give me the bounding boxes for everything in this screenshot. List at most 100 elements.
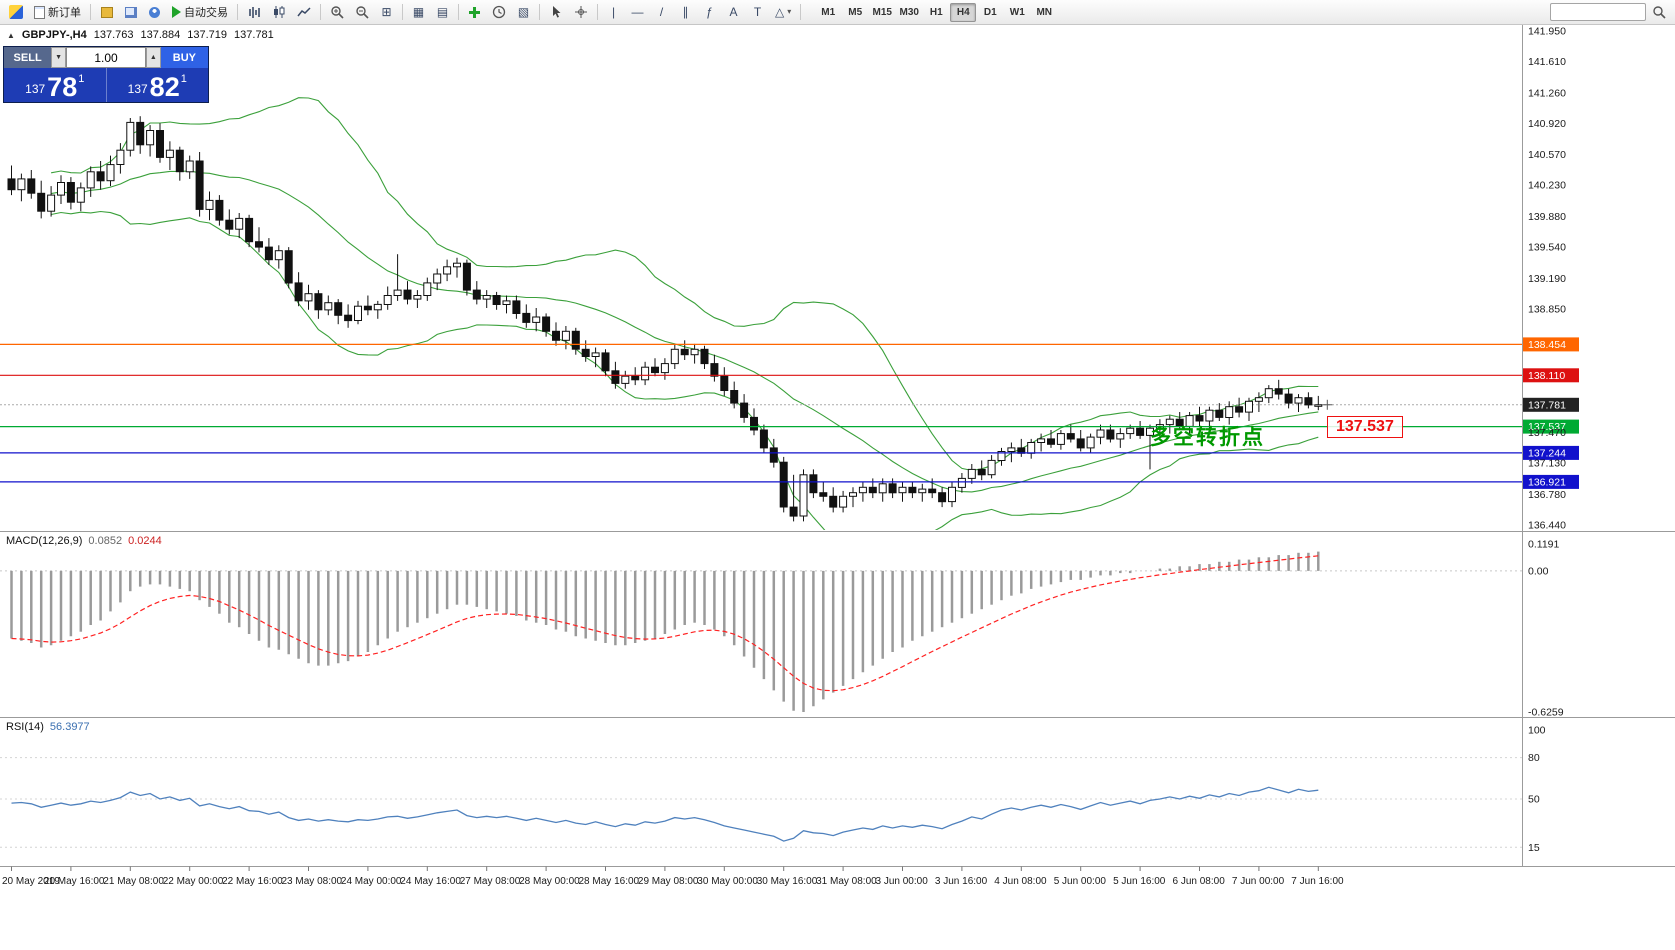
auto-trading-button[interactable]: 自动交易 xyxy=(167,2,233,23)
timeframe-m30-button[interactable]: M30 xyxy=(896,3,922,22)
symbol-name: GBPJPY-,H4 xyxy=(21,29,87,41)
timeframe-w1-button[interactable]: W1 xyxy=(1004,3,1030,22)
svg-text:139.880: 139.880 xyxy=(1528,211,1566,223)
fibonacci-button[interactable]: ƒ xyxy=(698,2,721,23)
volume-input[interactable] xyxy=(66,47,146,68)
macd-axis[interactable]: 0.1191 0.00 -0.6259 xyxy=(1528,539,1564,719)
app-icon xyxy=(9,5,23,19)
sell-quote[interactable]: 137 78 1 xyxy=(4,68,106,102)
vertical-line-icon: | xyxy=(611,5,616,19)
profile-icon xyxy=(149,6,160,18)
volume-increase-button[interactable]: ▲ xyxy=(146,47,161,68)
rsi-axis[interactable]: 100 80 50 15 xyxy=(1528,725,1546,854)
low-value: 137.719 xyxy=(187,29,228,41)
search-button[interactable] xyxy=(1647,2,1671,23)
new-order-button[interactable]: 新订单 xyxy=(29,2,86,23)
svg-text:30 May 00:00: 30 May 00:00 xyxy=(697,876,758,887)
toolbar-separator xyxy=(237,4,238,20)
candlestick-chart-button[interactable] xyxy=(267,2,291,23)
svg-text:137.537: 137.537 xyxy=(1528,421,1566,433)
svg-text:6 Jun 08:00: 6 Jun 08:00 xyxy=(1173,876,1226,887)
svg-text:0.00: 0.00 xyxy=(1528,565,1549,577)
zoom-out-button[interactable] xyxy=(350,2,374,23)
crosshair-button[interactable] xyxy=(569,2,593,23)
shapes-icon: △ xyxy=(775,5,785,19)
search-icon xyxy=(1653,6,1666,19)
horizontal-line-button[interactable]: — xyxy=(626,2,649,23)
quote-divider xyxy=(105,68,107,102)
svg-text:139.540: 139.540 xyxy=(1528,242,1566,254)
text-button[interactable]: A xyxy=(722,2,745,23)
line-chart-button[interactable] xyxy=(292,2,316,23)
market-button[interactable] xyxy=(95,2,118,23)
indicators-button[interactable] xyxy=(463,2,486,23)
trendline-button[interactable]: / xyxy=(650,2,673,23)
buy-price-pip: 1 xyxy=(180,73,187,85)
timeframe-h4-button[interactable]: H4 xyxy=(950,2,977,22)
sell-button[interactable]: SELL xyxy=(4,47,52,68)
play-icon xyxy=(172,6,181,18)
close-value: 137.781 xyxy=(234,29,274,41)
toolbar-separator xyxy=(402,4,403,20)
cursor-button[interactable] xyxy=(544,2,568,23)
shapes-button[interactable]: △ ▾ xyxy=(770,2,796,23)
symbol-ohlc-line: ▲ GBPJPY-,H4 137.763 137.884 137.719 137… xyxy=(7,29,274,41)
svg-text:28 May 00:00: 28 May 00:00 xyxy=(519,876,580,887)
zoom-in-icon xyxy=(331,6,344,19)
timeframe-m15-button[interactable]: M15 xyxy=(869,3,895,22)
vertical-line-button[interactable]: | xyxy=(602,2,625,23)
buy-button[interactable]: BUY xyxy=(160,47,208,68)
svg-text:5 Jun 16:00: 5 Jun 16:00 xyxy=(1113,876,1166,887)
svg-text:3 Jun 16:00: 3 Jun 16:00 xyxy=(935,876,988,887)
grid-button[interactable]: ⊞ xyxy=(375,2,398,23)
svg-text:4 Jun 08:00: 4 Jun 08:00 xyxy=(994,876,1047,887)
timeframe-h1-button[interactable]: H1 xyxy=(923,3,949,22)
clock-icon xyxy=(492,5,506,19)
pane-separators[interactable] xyxy=(0,25,1675,867)
buy-quote[interactable]: 137 82 1 xyxy=(107,68,209,102)
timeframe-mn-button[interactable]: MN xyxy=(1031,3,1057,22)
svg-text:138.850: 138.850 xyxy=(1528,303,1566,315)
data-window-icon xyxy=(124,6,137,18)
price-axis[interactable]: 141.950 141.610 141.260 140.920 140.570 140.2… xyxy=(1528,26,1566,532)
svg-text:28 May 16:00: 28 May 16:00 xyxy=(579,876,640,887)
toolbar-separator xyxy=(90,4,91,20)
indicators-plus-icon xyxy=(469,6,480,18)
horizontal-lines[interactable]: 138.454 138.110 137.537 137.244 136.921 137.7… xyxy=(0,337,1579,489)
macd-name: MACD(12,26,9) xyxy=(6,535,83,547)
svg-text:50: 50 xyxy=(1528,794,1540,806)
svg-text:141.610: 141.610 xyxy=(1528,56,1566,68)
timeframe-d1-button[interactable]: D1 xyxy=(977,3,1003,22)
text-label-button[interactable]: T xyxy=(746,2,769,23)
data-window-button[interactable] xyxy=(119,2,142,23)
volume-decrease-button[interactable]: ▼ xyxy=(51,47,66,68)
price-callout[interactable]: 137.537 xyxy=(1327,416,1403,438)
sell-price-prefix: 137 xyxy=(25,82,46,96)
toolbar-separator xyxy=(800,4,802,20)
svg-text:24 May 00:00: 24 May 00:00 xyxy=(341,876,402,887)
channel-button[interactable]: ∥ xyxy=(674,2,697,23)
timeframe-m5-button[interactable]: M5 xyxy=(842,3,868,22)
community-button[interactable] xyxy=(143,2,166,23)
tile-windows-button[interactable]: ▦ xyxy=(407,2,430,23)
buy-price-main: 82 xyxy=(149,72,180,103)
candles xyxy=(7,116,1323,522)
bar-chart-icon xyxy=(249,7,260,18)
svg-text:29 May 08:00: 29 May 08:00 xyxy=(638,876,699,887)
svg-text:137.781: 137.781 xyxy=(1528,399,1566,411)
svg-text:-0.6259: -0.6259 xyxy=(1528,707,1564,719)
bar-chart-button[interactable] xyxy=(242,2,266,23)
text-label-icon: T xyxy=(753,5,762,19)
svg-text:140.230: 140.230 xyxy=(1528,180,1566,192)
search-input[interactable] xyxy=(1550,3,1646,21)
templates-button[interactable]: ▧ xyxy=(512,2,535,23)
collapse-panel-icon[interactable]: ▲ xyxy=(7,30,15,40)
zoom-in-button[interactable] xyxy=(325,2,349,23)
app-menu-button[interactable] xyxy=(4,2,28,23)
annotation-text: 多空转折点 xyxy=(1150,426,1265,449)
periods-button[interactable] xyxy=(487,2,511,23)
cascade-windows-button[interactable]: ▤ xyxy=(431,2,454,23)
timeframe-m1-button[interactable]: M1 xyxy=(815,3,841,22)
